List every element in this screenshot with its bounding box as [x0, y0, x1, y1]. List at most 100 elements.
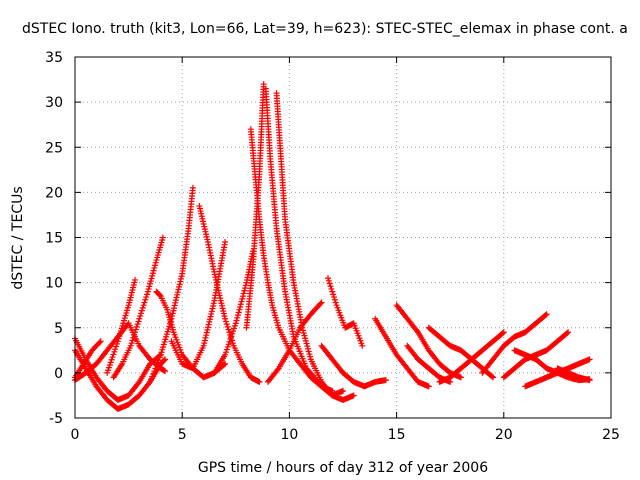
- data-point: [152, 365, 159, 372]
- data-point: [149, 270, 156, 277]
- data-point: [148, 376, 155, 383]
- data-point: [222, 351, 229, 358]
- data-point: [151, 264, 158, 271]
- data-point: [586, 356, 593, 363]
- x-tick-label: 10: [280, 427, 298, 443]
- data-point: [172, 297, 179, 304]
- data-point: [135, 318, 142, 325]
- data-point: [203, 329, 210, 336]
- data-point: [175, 286, 182, 293]
- y-axis-label: dSTEC / TECUs: [10, 186, 26, 289]
- data-point: [340, 387, 346, 394]
- data-point: [256, 378, 263, 385]
- data-point: [240, 290, 247, 297]
- data-point: [97, 338, 104, 345]
- data-point: [137, 313, 144, 320]
- data-point: [139, 304, 146, 311]
- data-point: [222, 315, 229, 322]
- data-point: [235, 309, 242, 316]
- data-point: [138, 310, 145, 317]
- data-point: [136, 315, 143, 322]
- data-point: [307, 353, 314, 360]
- data-point: [206, 316, 213, 323]
- data-point: [229, 340, 236, 347]
- y-tick-label: 25: [45, 140, 63, 156]
- data-point: [177, 275, 184, 282]
- data-point: [237, 303, 244, 310]
- data-point: [172, 299, 179, 306]
- data-point: [306, 351, 313, 358]
- data-point: [221, 361, 228, 368]
- data-point: [110, 351, 117, 358]
- data-point: [222, 349, 229, 356]
- data-point: [225, 326, 232, 333]
- data-point: [300, 330, 307, 337]
- data-point: [176, 281, 183, 288]
- data-point: [143, 294, 150, 301]
- x-axis-label: GPS time / hours of day 312 of year 2006: [198, 460, 488, 476]
- data-point: [151, 368, 158, 375]
- data-point: [147, 280, 154, 287]
- data-point: [328, 285, 335, 292]
- data-point: [489, 373, 496, 380]
- data-point: [231, 325, 238, 332]
- data-point: [332, 299, 339, 306]
- data-point: [223, 346, 230, 353]
- y-tick-label: 15: [45, 231, 63, 247]
- data-point: [205, 321, 212, 328]
- data-point: [350, 392, 357, 399]
- data-point: [171, 305, 178, 312]
- y-tick-label: 20: [45, 185, 63, 201]
- data-point: [134, 321, 141, 328]
- data-point: [207, 313, 214, 320]
- data-point: [104, 369, 111, 376]
- data-point: [413, 327, 420, 334]
- data-point: [236, 306, 243, 313]
- data-point: [229, 330, 236, 337]
- data-point: [203, 332, 210, 339]
- data-point: [204, 326, 211, 333]
- data-point: [329, 288, 336, 295]
- data-point: [178, 273, 185, 280]
- data-point: [327, 283, 334, 290]
- data-point: [173, 294, 180, 301]
- x-tick-label: 25: [602, 427, 620, 443]
- data-point: [326, 280, 333, 287]
- data-point: [153, 362, 160, 369]
- data-point: [149, 373, 156, 380]
- data-point: [105, 367, 112, 374]
- x-tick-label: 15: [388, 427, 406, 443]
- data-point: [586, 377, 593, 384]
- data-point: [169, 310, 176, 317]
- x-tick-label: 0: [71, 427, 80, 443]
- data-point: [542, 312, 549, 319]
- y-tick-label: 35: [45, 50, 63, 66]
- data-point: [232, 320, 239, 327]
- y-tick-label: 30: [45, 95, 63, 111]
- data-point: [146, 283, 153, 290]
- data-point: [330, 291, 337, 298]
- data-point: [132, 276, 139, 283]
- data-point: [490, 374, 497, 381]
- data-point: [210, 300, 217, 307]
- data-point: [148, 275, 155, 282]
- data-point: [156, 292, 163, 299]
- data-point: [141, 299, 148, 306]
- x-tick-label: 20: [495, 427, 513, 443]
- axis-ticks: 0 5 10 15 20 25 -5 0 5 10 15 20 25 30 35: [45, 50, 620, 443]
- data-point: [260, 81, 267, 88]
- data-point: [147, 278, 154, 285]
- data-point: [305, 348, 312, 355]
- data-point: [159, 234, 166, 241]
- data-point: [113, 340, 120, 347]
- data-point: [128, 340, 135, 347]
- data-point: [317, 300, 324, 307]
- data-point: [242, 282, 249, 289]
- data-point: [152, 259, 159, 266]
- data-point: [140, 302, 147, 309]
- data-point: [109, 354, 116, 361]
- data-point: [171, 302, 178, 309]
- data-point: [425, 383, 432, 390]
- data-point: [222, 318, 229, 325]
